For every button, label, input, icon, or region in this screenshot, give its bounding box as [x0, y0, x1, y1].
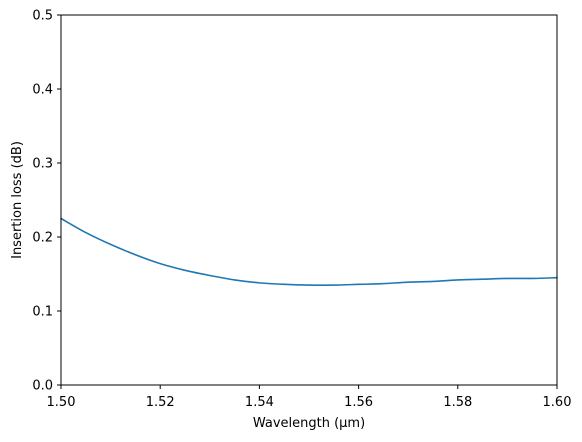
x-tick-label: 1.50 — [47, 395, 76, 410]
x-axis-label: Wavelength (μm) — [253, 416, 365, 431]
y-axis-label: Insertion loss (dB) — [10, 141, 25, 259]
x-tick-label: 1.60 — [543, 395, 572, 410]
y-tick-label: 0.3 — [32, 157, 53, 172]
ticks-layer: 1.50 1.52 1.54 1.56 1.58 1.60 0.0 0.1 0.2 0.3 0.4 0… — [32, 9, 571, 411]
series-line — [60, 217, 558, 286]
y-tick-label: 0.0 — [32, 379, 53, 394]
x-tick-label: 1.54 — [245, 395, 274, 410]
y-tick-label: 0.1 — [32, 305, 53, 320]
y-tick-label: 0.4 — [32, 83, 53, 98]
x-tick-label: 1.58 — [443, 395, 472, 410]
y-tick-label: 0.2 — [32, 231, 53, 246]
plot-frame — [60, 14, 558, 386]
x-tick-label: 1.56 — [344, 395, 373, 410]
x-tick-label: 1.52 — [146, 395, 175, 410]
y-tick-label: 0.5 — [32, 9, 53, 24]
